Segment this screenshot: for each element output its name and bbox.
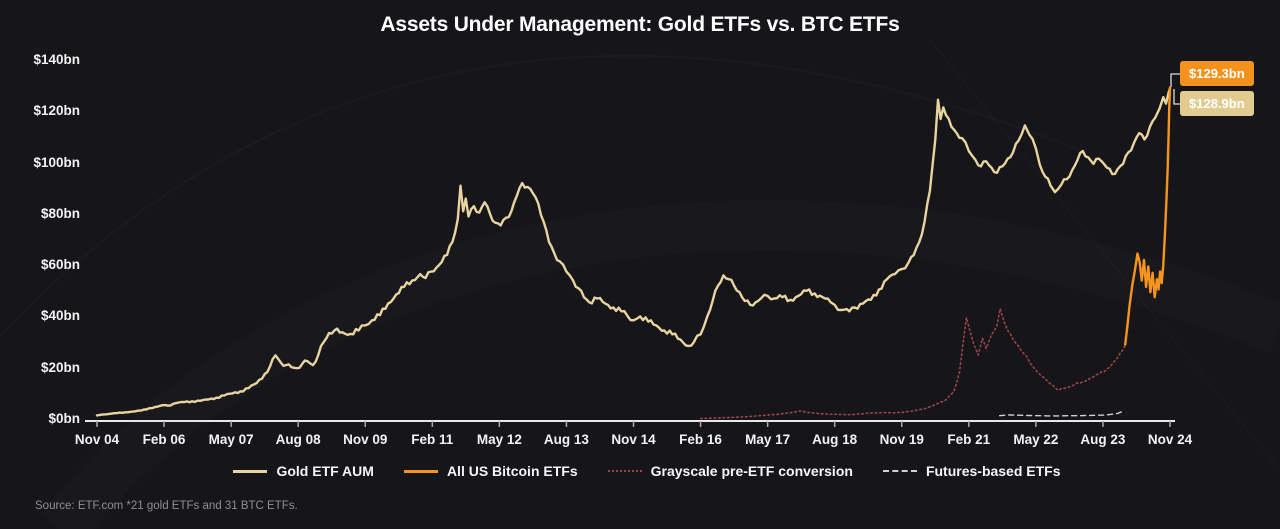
chart-title: Assets Under Management: Gold ETFs vs. B… <box>380 13 900 36</box>
x-tick-label: May 22 <box>1013 432 1059 447</box>
x-tick-label: May 07 <box>208 432 254 447</box>
y-tick-label: $20bn <box>40 359 80 375</box>
x-tick-label: Feb 16 <box>679 432 722 447</box>
x-tick-label: Nov 24 <box>1147 432 1193 447</box>
legend-label: Futures-based ETFs <box>925 463 1061 479</box>
y-tick-label: $120bn <box>33 103 80 119</box>
legend-label: Grayscale pre-ETF conversion <box>650 463 853 479</box>
y-tick-label: $100bn <box>33 154 80 170</box>
y-tick-label: $80bn <box>40 205 80 221</box>
legend-item-btc: All US Bitcoin ETFs <box>403 463 578 479</box>
y-tick-label: $0bn <box>48 411 80 426</box>
x-tick-label: Aug 13 <box>543 432 589 447</box>
x-tick-label: Nov 19 <box>879 432 924 447</box>
x-tick-label: May 12 <box>476 432 522 447</box>
futures-line-swatch-icon <box>882 470 917 472</box>
x-tick-label: Aug 08 <box>275 432 321 447</box>
source-note: Source: ETF.com *21 gold ETFs and 31 BTC… <box>35 500 298 512</box>
y-tick-label: $60bn <box>40 257 80 273</box>
gold-line-swatch-icon <box>233 469 268 473</box>
grayscale-line-swatch-icon <box>607 470 642 472</box>
legend-label: Gold ETF AUM <box>276 463 374 479</box>
legend: Gold ETF AUM All US Bitcoin ETFs Graysca… <box>0 463 1280 479</box>
legend-item-futures: Futures-based ETFs <box>882 463 1061 479</box>
legend-item-gold: Gold ETF AUM <box>233 463 374 479</box>
btc-line-swatch-icon <box>403 469 438 473</box>
x-tick-label: May 17 <box>745 432 791 447</box>
x-tick-label: Feb 11 <box>411 432 454 447</box>
y-tick-label: $40bn <box>40 308 80 324</box>
x-tick-label: Feb 21 <box>947 432 991 447</box>
legend-item-grayscale: Grayscale pre-ETF conversion <box>607 463 853 479</box>
x-tick-label: Aug 23 <box>1080 432 1126 447</box>
x-tick-label: Aug 18 <box>812 432 858 447</box>
legend-label: All US Bitcoin ETFs <box>446 463 578 479</box>
btc-value-badge: $129.3bn <box>1180 61 1254 86</box>
gold-value-badge: $128.9bn <box>1180 91 1254 116</box>
x-tick-label: Nov 09 <box>343 432 388 447</box>
x-tick-label: Feb 06 <box>142 432 186 447</box>
x-tick-label: Nov 14 <box>611 432 656 447</box>
x-tick-label: Nov 04 <box>74 432 120 447</box>
y-tick-label: $140bn <box>33 52 80 67</box>
